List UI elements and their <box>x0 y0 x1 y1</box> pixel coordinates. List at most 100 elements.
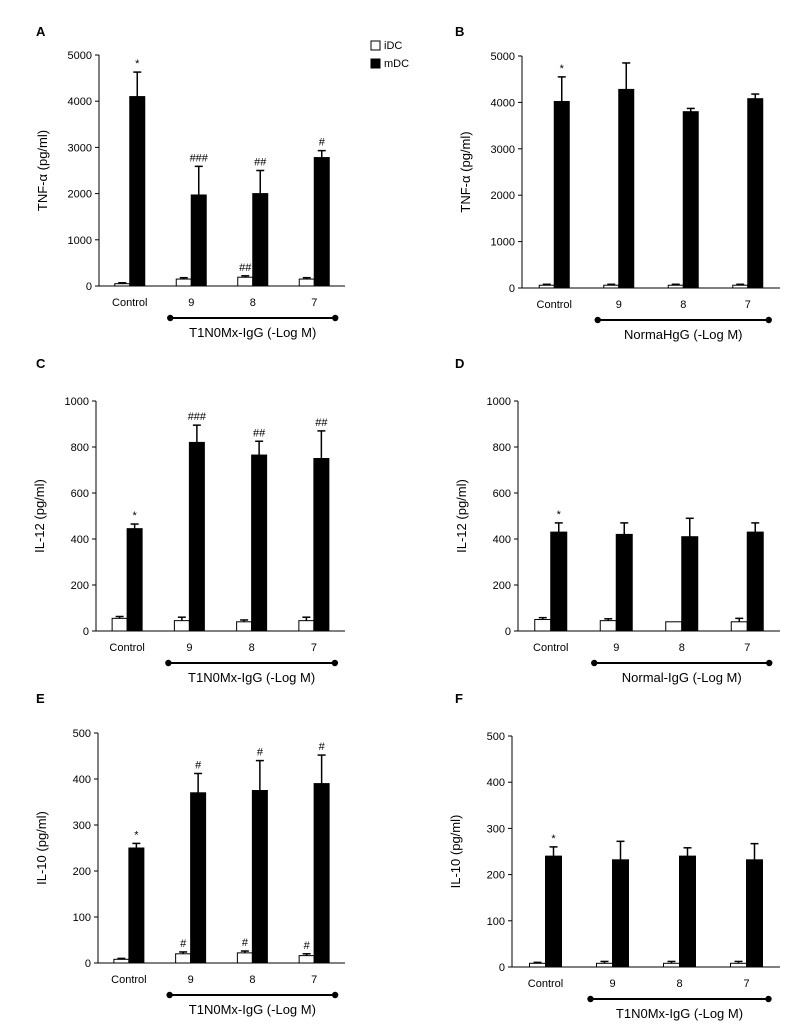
significance-label: * <box>135 58 140 70</box>
bracket-end-dot <box>765 316 772 324</box>
significance-label: ## <box>253 427 266 439</box>
bracket-end-dot <box>594 316 601 324</box>
y-tick-label: 5000 <box>491 51 515 63</box>
bracket-end-dot <box>332 314 339 322</box>
y-tick-label: 400 <box>71 534 89 546</box>
bracket-end-dot <box>591 659 598 667</box>
y-tick-label: 200 <box>493 580 511 592</box>
bar-idc <box>732 284 749 289</box>
x-tick-label: 8 <box>679 642 685 654</box>
legend: iDC mDC <box>370 40 409 70</box>
significance-label: # <box>180 938 187 950</box>
y-tick-label: 600 <box>493 488 511 500</box>
significance-label: # <box>242 937 249 949</box>
bracket-end-dot <box>165 659 172 667</box>
x-tick-label: Control <box>112 297 147 309</box>
x-tick-label: Control <box>528 978 563 990</box>
chart-panel-f: F 0 100 200 300 400 500 IL-10 (pg/ml) Control * 9 8… <box>448 691 780 1021</box>
bar-mdc <box>746 859 763 968</box>
significance-label: * <box>132 510 137 522</box>
bar-mdc <box>252 193 269 287</box>
x-tick-label: Control <box>533 642 568 654</box>
y-tick-label: 2000 <box>68 189 92 201</box>
y-tick-label: 1000 <box>68 235 92 247</box>
y-tick-label: 3000 <box>491 144 515 156</box>
bar-idc <box>237 276 254 287</box>
significance-label: * <box>134 829 139 841</box>
bracket-end-dot <box>331 659 339 667</box>
bar-mdc <box>682 111 699 289</box>
x-tick-label: 7 <box>311 297 317 309</box>
y-tick-label: 500 <box>73 728 91 740</box>
significance-label: # <box>195 759 202 771</box>
bar-idc <box>599 620 617 632</box>
x-tick-label: 8 <box>250 297 256 309</box>
y-tick-label: 4000 <box>68 96 92 108</box>
significance-label: * <box>560 63 565 75</box>
x-tick-label: 9 <box>613 642 619 654</box>
bar-mdc <box>251 454 268 632</box>
bar-idc <box>529 962 546 968</box>
y-tick-label: 200 <box>71 580 89 592</box>
x-tick-label: 8 <box>676 978 682 990</box>
bar-idc <box>298 955 315 964</box>
x-tick-label: 7 <box>744 642 750 654</box>
panel-letter: A <box>36 24 46 39</box>
x-tick-label: 7 <box>745 299 751 311</box>
y-axis-label: IL-10 (pg/ml) <box>34 811 49 885</box>
y-tick-label: 0 <box>509 283 515 295</box>
bar-idc <box>114 283 131 287</box>
x-tick-label: 8 <box>249 642 255 654</box>
x-tick-label: 8 <box>680 299 686 311</box>
chart-panel-b: B 0 1000 2000 3000 4000 5000 TNF-α (pg/ml) Contr… <box>455 24 780 342</box>
bar-idc <box>538 284 555 289</box>
significance-label: # <box>304 940 311 952</box>
y-tick-label: 200 <box>73 866 91 878</box>
bracket-end-dot <box>331 991 339 999</box>
y-axis-label: TNF-α (pg/ml) <box>458 131 473 212</box>
y-tick-label: 300 <box>73 820 91 832</box>
panel-letter: B <box>455 24 464 39</box>
panel-letter: C <box>36 356 46 371</box>
bar-mdc <box>615 533 633 632</box>
bar-idc <box>175 953 192 964</box>
x-axis-label: NormaHgG (-Log M) <box>624 327 742 342</box>
bar-idc <box>175 278 192 287</box>
significance-label: # <box>319 741 326 753</box>
bar-mdc <box>190 792 207 964</box>
y-tick-label: 0 <box>86 281 92 293</box>
bar-mdc <box>190 194 207 287</box>
y-tick-label: 100 <box>73 912 91 924</box>
x-tick-label: 9 <box>188 974 194 986</box>
y-tick-label: 400 <box>73 774 91 786</box>
bracket-end-dot <box>167 314 174 322</box>
y-tick-label: 300 <box>487 823 505 835</box>
significance-label: # <box>257 747 264 759</box>
y-axis-label: TNF-α (pg/ml) <box>35 130 50 211</box>
y-tick-label: 1000 <box>65 396 89 408</box>
bar-idc <box>730 621 748 632</box>
bar-mdc <box>550 531 568 632</box>
bar-idc <box>534 619 552 632</box>
y-tick-label: 500 <box>487 731 505 743</box>
bar-mdc <box>545 855 562 968</box>
x-axis-label: T1N0Mx-IgG (-Log M) <box>616 1006 743 1021</box>
panel-letter: F <box>455 691 463 706</box>
bar-mdc <box>746 531 764 632</box>
bar-idc <box>298 278 315 287</box>
bar-mdc <box>129 96 146 287</box>
significance-label: # <box>319 137 326 149</box>
bar-idc <box>111 617 128 632</box>
bar-mdc <box>681 536 699 632</box>
y-tick-label: 0 <box>85 958 91 970</box>
legend-label-mdc: mDC <box>384 58 409 70</box>
bar-mdc <box>126 528 143 632</box>
significance-label: ## <box>254 157 267 169</box>
bar-idc <box>603 284 620 289</box>
bar-idc <box>298 620 315 632</box>
x-tick-label: 7 <box>311 642 317 654</box>
significance-label: ### <box>190 152 209 164</box>
y-tick-label: 0 <box>83 626 89 638</box>
y-tick-label: 3000 <box>68 142 92 154</box>
